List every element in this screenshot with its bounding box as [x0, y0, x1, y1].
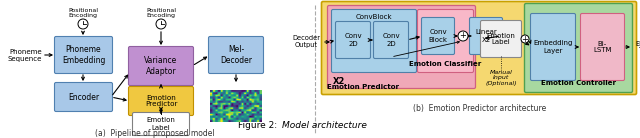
Text: Mel-
Decoder: Mel- Decoder: [220, 45, 252, 65]
Text: Phoneme
Embedding: Phoneme Embedding: [62, 45, 105, 65]
Text: Emotion Controller: Emotion Controller: [541, 80, 616, 86]
Text: Phoneme
Sequence: Phoneme Sequence: [8, 48, 42, 62]
FancyBboxPatch shape: [531, 14, 575, 80]
FancyBboxPatch shape: [132, 112, 189, 136]
Text: Emotion Predictor: Emotion Predictor: [327, 84, 399, 90]
Text: Manual
Input
(Optional): Manual Input (Optional): [485, 70, 517, 86]
FancyBboxPatch shape: [481, 21, 522, 58]
FancyBboxPatch shape: [374, 22, 408, 59]
Circle shape: [521, 35, 529, 43]
Text: Bi-
LSTM: Bi- LSTM: [593, 40, 612, 54]
Text: Embedding
Layer: Embedding Layer: [533, 40, 573, 54]
FancyBboxPatch shape: [422, 18, 454, 55]
FancyBboxPatch shape: [209, 36, 264, 74]
Text: Decoder
Output: Decoder Output: [292, 35, 320, 48]
Text: Conv
Block: Conv Block: [429, 30, 447, 43]
Text: Emotion Classifier: Emotion Classifier: [410, 61, 482, 67]
Text: Variance
Adaptor: Variance Adaptor: [145, 56, 178, 76]
FancyBboxPatch shape: [335, 22, 371, 59]
Text: Emotion
Predictor: Emotion Predictor: [145, 95, 177, 108]
Text: Model architecture: Model architecture: [282, 120, 367, 129]
Text: Positional
Encoding: Positional Encoding: [68, 8, 98, 18]
Text: ConvBlock: ConvBlock: [356, 14, 392, 20]
Text: Linear
X2: Linear X2: [475, 30, 497, 43]
Text: +: +: [522, 34, 529, 43]
FancyBboxPatch shape: [525, 3, 632, 92]
Text: X2: X2: [333, 76, 346, 86]
Text: Conv
2D: Conv 2D: [382, 34, 400, 47]
Text: Figure 2:: Figure 2:: [238, 120, 280, 129]
Text: Conv
2D: Conv 2D: [344, 34, 362, 47]
Text: Encoder: Encoder: [68, 92, 99, 102]
Text: (a)  Pipeline of proposed model: (a) Pipeline of proposed model: [95, 128, 215, 137]
FancyBboxPatch shape: [332, 10, 417, 72]
Text: (b)  Emotion Predictor architecture: (b) Emotion Predictor architecture: [413, 104, 547, 112]
FancyBboxPatch shape: [54, 83, 113, 112]
Text: +: +: [460, 31, 467, 40]
FancyBboxPatch shape: [470, 18, 502, 55]
Circle shape: [458, 31, 468, 41]
FancyBboxPatch shape: [54, 36, 113, 74]
Text: Emotion
Token: Emotion Token: [635, 40, 640, 54]
FancyBboxPatch shape: [129, 87, 193, 116]
Text: Emotion
Label: Emotion Label: [147, 117, 175, 131]
Text: Emotion
Label: Emotion Label: [486, 33, 515, 46]
FancyBboxPatch shape: [417, 10, 474, 72]
FancyBboxPatch shape: [328, 6, 476, 88]
FancyBboxPatch shape: [580, 14, 625, 80]
Text: Positional
Encoding: Positional Encoding: [146, 8, 176, 18]
FancyBboxPatch shape: [129, 47, 193, 86]
FancyBboxPatch shape: [321, 2, 637, 95]
